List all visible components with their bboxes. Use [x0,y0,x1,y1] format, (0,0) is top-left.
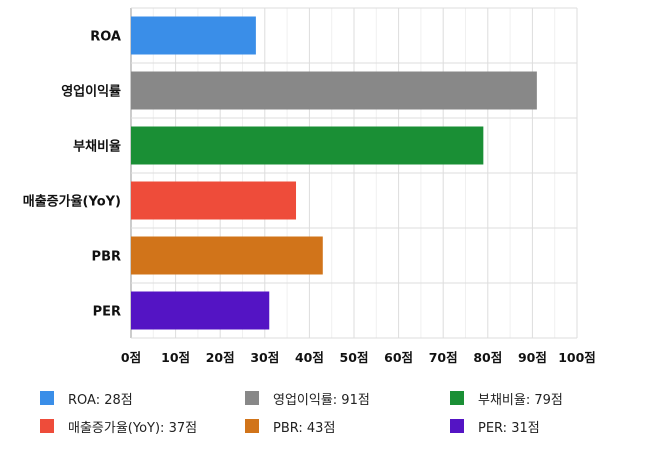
legend-item-operating-margin: 영업이익률: 91점 [245,388,370,408]
x-tick-label: 30점 [250,350,279,365]
legend-item-per: PER: 31점 [450,416,540,436]
legend-label: PBR: 43점 [273,420,336,436]
bar [131,181,297,220]
legend-swatch [245,419,259,433]
category-label: 매출증가율(YoY) [23,194,121,210]
legend-item-roa: ROA: 28점 [40,388,133,408]
legend-swatch [40,419,54,433]
legend-swatch [450,419,464,433]
x-tick-label: 100점 [558,350,596,365]
x-tick-label: 0점 [121,350,141,365]
legend-item-pbr: PBR: 43점 [245,416,335,436]
legend-label: 부채비율: 79점 [478,392,563,408]
legend-swatch [245,391,259,405]
bar [131,291,270,330]
bar [131,236,323,275]
x-tick-labels: 0점 10점 20점 30점 40점 50점 60점 70점 80점 90점 100점 [121,350,596,365]
x-tick-label: 10점 [161,350,190,365]
x-tick-label: 60점 [384,350,413,365]
category-label: 부채비율 [73,139,121,155]
legend-label: PER: 31점 [478,420,540,436]
bar [131,16,256,55]
category-label: 영업이익률 [61,84,121,100]
bar [131,71,537,110]
x-tick-label: 40점 [295,350,324,365]
legend-item-revenue-growth: 매출증가율(YoY): 37점 [40,416,197,436]
legend-swatch [40,391,54,405]
x-tick-label: 70점 [429,350,458,365]
category-label: ROA [90,30,121,45]
category-label: PBR [92,250,121,265]
legend-item-debt-ratio: 부채비율: 79점 [450,388,563,408]
legend-label: 매출증가율(YoY): 37점 [68,420,198,436]
category-label: PER [93,305,121,320]
x-tick-label: 20점 [206,350,235,365]
bar [131,126,484,165]
bars [131,16,537,330]
legend-label: ROA: 28점 [68,392,133,408]
x-tick-label: 50점 [340,350,369,365]
grid [130,7,578,339]
x-tick-label: 90점 [518,350,547,365]
legend-label: 영업이익률: 91점 [273,392,370,408]
legend-swatch [450,391,464,405]
x-tick-label: 80점 [473,350,502,365]
